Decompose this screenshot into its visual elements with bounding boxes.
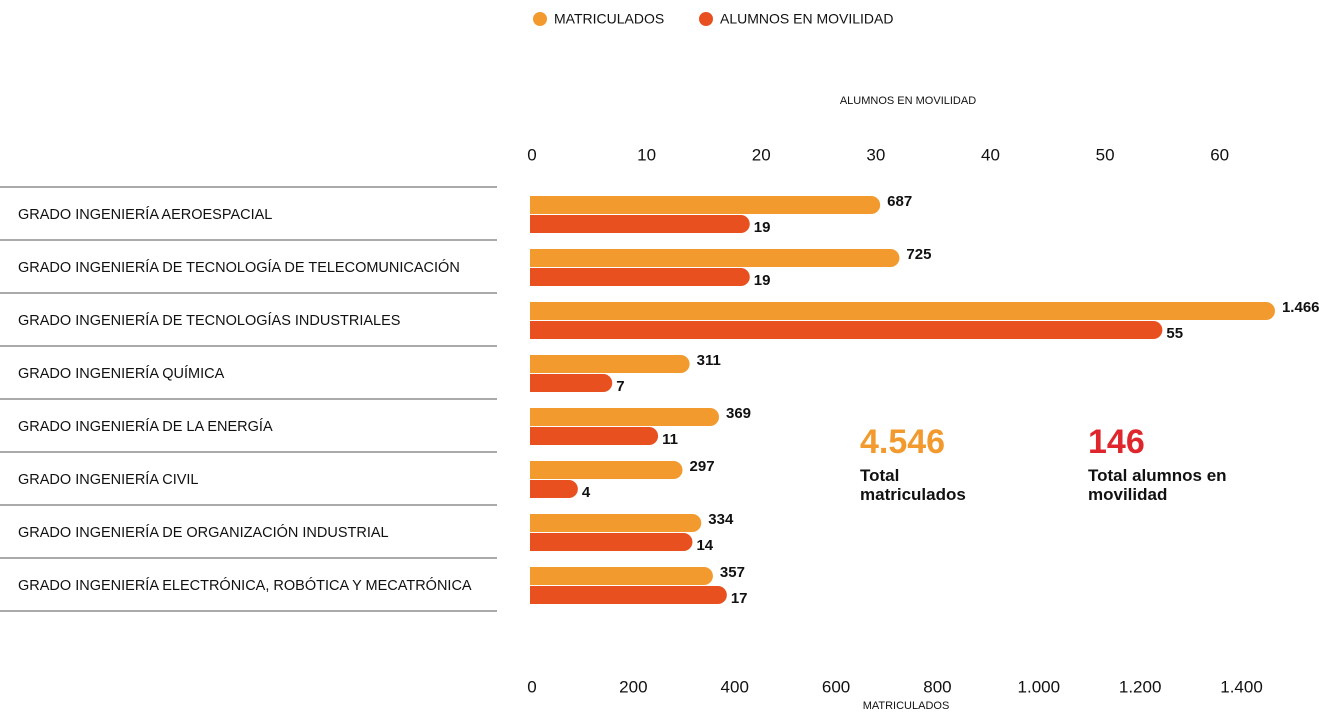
value-label: 19 [754,272,771,289]
legend-label: MATRICULADOS [554,11,664,27]
bar [530,480,578,498]
x2-tick-label: 0 [527,145,536,164]
x-axis-label: MATRICULADOS [863,700,950,712]
value-label: 11 [662,431,678,448]
category-label: GRADO INGENIERÍA ELECTRÓNICA, ROBÓTICA Y… [18,577,472,594]
x-tick-label: 1.000 [1018,677,1061,696]
value-label: 55 [1166,325,1183,342]
bar [530,408,720,426]
total-value: 4.546 [860,423,946,461]
x2-tick-label: 50 [1096,145,1115,164]
category-label: GRADO INGENIERÍA DE TECNOLOGÍA DE TELECO… [18,259,460,276]
x-tick-label: 400 [721,677,749,696]
x-tick-label: 1.200 [1119,677,1162,696]
bar [530,427,659,445]
bar [530,321,1163,339]
x2-tick-label: 40 [981,145,1000,164]
x-tick-label: 0 [527,677,536,696]
bar [530,268,750,286]
value-label: 7 [616,378,624,395]
x-tick-label: 1.400 [1220,677,1263,696]
value-label: 725 [906,246,931,263]
value-label: 19 [754,219,771,236]
bar [530,196,881,214]
value-label: 4 [582,484,591,501]
legend-label: ALUMNOS EN MOVILIDAD [720,11,893,27]
value-label: 311 [697,352,721,369]
x-tick-label: 200 [619,677,647,696]
x-tick-label: 600 [822,677,850,696]
bar [530,461,683,479]
category-label: GRADO INGENIERÍA DE TECNOLOGÍAS INDUSTRI… [18,312,400,329]
total-value: 146 [1088,423,1145,461]
value-label: 357 [720,564,745,581]
bar [530,215,750,233]
value-label: 687 [887,193,912,210]
category-label: GRADO INGENIERÍA AEROESPACIAL [18,206,272,223]
legend-dot [699,12,713,26]
bar [530,302,1275,320]
category-label: GRADO INGENIERÍA DE LA ENERGÍA [18,418,273,435]
value-label: 297 [690,458,715,475]
x2-axis-label: ALUMNOS EN MOVILIDAD [840,95,976,107]
category-label: GRADO INGENIERÍA CIVIL [18,471,199,488]
x2-tick-label: 10 [637,145,656,164]
bar [530,374,613,392]
value-label: 1.466 [1282,299,1319,316]
category-label: GRADO INGENIERÍA DE ORGANIZACIÓN INDUSTR… [18,524,389,541]
bar [530,567,713,585]
x2-tick-label: 60 [1210,145,1229,164]
total: 4.546 Total matriculados [860,424,1050,504]
value-label: 369 [726,405,751,422]
x2-tick-label: 20 [752,145,771,164]
bar [530,514,702,532]
bar [530,533,693,551]
bar [530,355,690,373]
category-label: GRADO INGENIERÍA QUÍMICA [18,365,225,382]
total-label: Total matriculados [860,466,966,504]
bar [530,586,727,604]
x-tick-label: 800 [923,677,951,696]
total: 146 Total alumnos en movilidad [1088,424,1278,504]
bar [530,249,900,267]
legend-dot [533,12,547,26]
value-label: 17 [731,590,748,607]
value-label: 334 [708,511,734,528]
value-label: 14 [696,537,713,554]
x2-tick-label: 30 [866,145,885,164]
total-label: Total alumnos en movilidad [1088,466,1227,504]
